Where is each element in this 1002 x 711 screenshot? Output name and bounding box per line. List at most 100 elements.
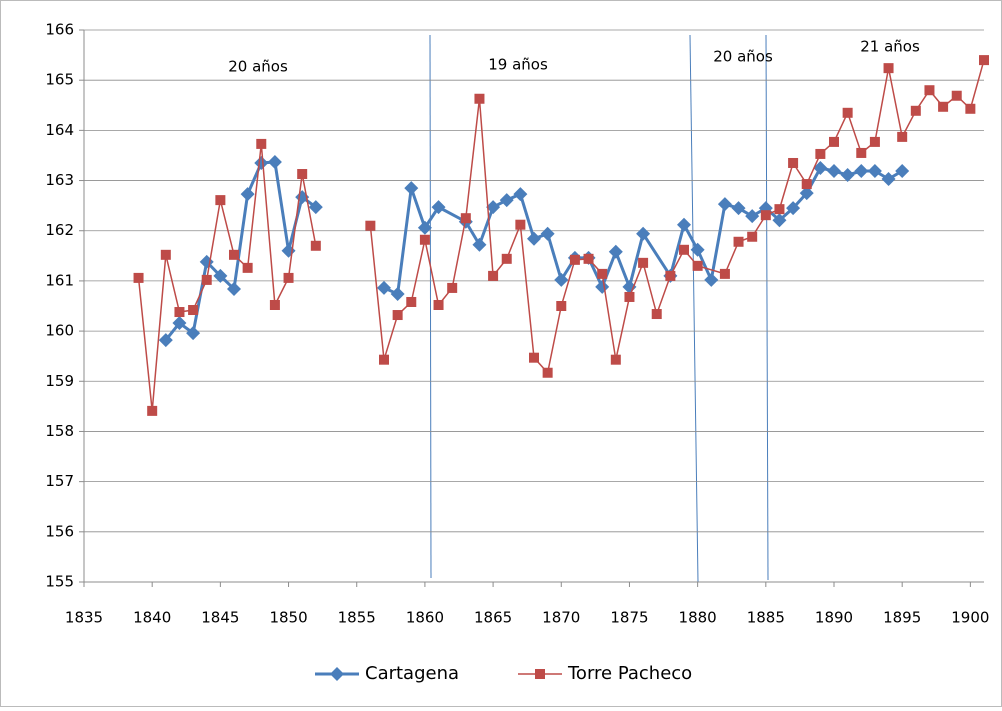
data-point: [172, 316, 187, 331]
data-point: [256, 138, 267, 149]
data-point: [472, 237, 487, 252]
data-point: [269, 299, 280, 310]
annotation: 20 años: [228, 58, 288, 76]
y-tick-label: 166: [45, 21, 74, 39]
annotation: 20 años: [713, 48, 773, 66]
data-point: [556, 301, 567, 311]
data-point: [554, 272, 569, 287]
y-tick-label: 161: [45, 271, 74, 289]
y-tick-label: 159: [45, 372, 74, 390]
data-point: [842, 107, 853, 118]
data-point: [690, 242, 705, 257]
data-point: [283, 272, 294, 283]
data-point: [624, 291, 635, 302]
data-point: [242, 262, 253, 273]
x-tick-label: 1835: [65, 609, 103, 627]
data-point: [201, 274, 212, 285]
data-point: [704, 272, 719, 287]
data-point: [747, 231, 758, 242]
data-point: [513, 187, 528, 202]
data-point: [390, 286, 405, 301]
data-point: [897, 131, 908, 142]
data-point: [488, 270, 499, 281]
data-point: [158, 333, 173, 348]
data-point: [417, 220, 432, 235]
data-point: [540, 226, 555, 241]
data-point: [267, 154, 282, 169]
data-point: [188, 305, 199, 316]
legend-label: Torre Pacheco: [567, 663, 692, 684]
x-tick-label: 1840: [133, 609, 171, 627]
data-point: [610, 354, 621, 365]
annotation: 19 años: [488, 56, 548, 74]
data-point: [799, 186, 814, 201]
data-point: [608, 244, 623, 259]
data-point: [240, 187, 255, 202]
data-point: [772, 213, 787, 228]
x-tick-label: 1845: [201, 609, 239, 627]
data-point: [815, 148, 826, 159]
x-tick-label: 1890: [815, 609, 853, 627]
legend-label: Cartagena: [365, 663, 459, 684]
data-point: [679, 244, 689, 255]
data-point: [665, 270, 676, 281]
data-point: [229, 249, 239, 260]
data-point: [486, 200, 501, 215]
data-point: [774, 204, 785, 215]
y-tick-label: 160: [45, 322, 74, 340]
data-point: [433, 299, 444, 310]
x-tick-label: 1870: [542, 609, 580, 627]
data-point: [965, 103, 976, 114]
x-tick-label: 1885: [747, 609, 785, 627]
data-point: [651, 309, 662, 320]
x-tick-label: 1875: [610, 609, 648, 627]
data-point: [717, 197, 732, 212]
data-point: [515, 219, 526, 230]
data-point: [431, 200, 446, 215]
data-point: [597, 268, 608, 279]
y-tick-label: 155: [45, 573, 74, 591]
data-point: [801, 179, 812, 190]
x-tick-label: 1860: [406, 609, 444, 627]
data-point: [636, 226, 651, 241]
data-point: [745, 209, 760, 224]
data-point: [174, 307, 185, 318]
data-point: [677, 217, 691, 232]
y-tick-label: 165: [45, 71, 74, 89]
data-point: [938, 101, 949, 112]
data-point: [881, 172, 896, 187]
data-point: [460, 213, 471, 224]
data-point: [160, 249, 171, 260]
data-point: [404, 181, 419, 196]
data-point: [719, 268, 730, 279]
data-point: [840, 168, 855, 183]
data-point: [910, 105, 921, 116]
data-point: [501, 253, 512, 264]
x-tick-label: 1880: [679, 609, 717, 627]
period-divider: [429, 34, 432, 579]
data-point: [215, 195, 226, 206]
data-point: [254, 155, 269, 170]
data-point: [583, 253, 594, 264]
data-point: [474, 93, 485, 104]
data-point: [297, 169, 308, 180]
data-point: [227, 281, 241, 296]
data-point: [622, 279, 637, 294]
x-tick-label: 1900: [951, 609, 989, 627]
y-tick-label: 163: [45, 171, 74, 189]
x-tick-label: 1865: [474, 609, 512, 627]
data-point: [731, 201, 746, 216]
data-point: [133, 272, 144, 283]
y-tick-label: 157: [45, 472, 74, 490]
data-point: [829, 136, 839, 147]
data-point: [895, 164, 910, 179]
data-point: [529, 352, 539, 363]
data-point: [569, 254, 580, 265]
data-point: [788, 157, 799, 168]
legend-swatch-marker: [330, 667, 344, 681]
data-point: [869, 136, 880, 147]
data-point: [867, 164, 882, 179]
data-point: [883, 63, 894, 74]
data-point: [979, 55, 989, 66]
